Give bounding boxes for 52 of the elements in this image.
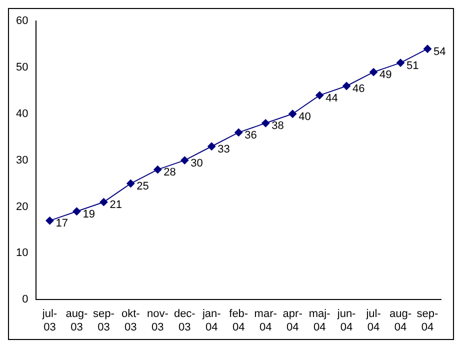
point <box>126 180 135 188</box>
data-label: 51 <box>406 60 419 72</box>
y-tick-label: 50 <box>16 61 28 74</box>
x-tick-label: jul-03 <box>41 308 58 334</box>
data-label: 40 <box>298 110 311 123</box>
point <box>154 166 162 174</box>
point <box>396 58 405 67</box>
data-label: 49 <box>380 69 392 82</box>
x-tick-label: feb-04 <box>229 308 248 334</box>
x-tick-label: jul-04 <box>365 308 382 334</box>
point <box>288 110 297 118</box>
point <box>316 91 324 100</box>
point <box>72 207 81 216</box>
data-label: 28 <box>164 166 176 179</box>
x-tick-label: apr-04 <box>282 308 303 334</box>
y-tick-label: 40 <box>16 108 28 120</box>
x-tick-label: sep-03 <box>92 308 115 334</box>
data-label: 21 <box>110 199 122 212</box>
y-tick-label: 10 <box>16 247 28 260</box>
data-label: 44 <box>326 92 338 104</box>
x-tick-label: sep-04 <box>416 308 439 334</box>
data-label: 38 <box>272 120 284 132</box>
x-tick-label: aug-04 <box>390 308 412 334</box>
y-tick-label: 0 <box>22 294 28 306</box>
x-tick-label: jan-04 <box>201 308 222 334</box>
point <box>100 198 108 206</box>
y-tick-label: 30 <box>16 154 28 166</box>
point <box>424 44 432 53</box>
x-tick-label: mar-04 <box>254 308 278 334</box>
data-label: 36 <box>244 129 257 142</box>
point <box>180 156 189 164</box>
point <box>262 119 270 128</box>
data-label: 30 <box>190 157 203 170</box>
x-tick-label: maj-04 <box>308 308 331 334</box>
data-label: 17 <box>56 218 68 230</box>
point <box>208 142 216 150</box>
point <box>46 216 54 225</box>
y-tick-label: 20 <box>16 200 28 213</box>
x-tick-label: okt-03 <box>122 308 140 334</box>
data-label: 46 <box>352 83 365 96</box>
x-tick-label: aug-03 <box>66 308 88 334</box>
point <box>342 82 351 90</box>
point <box>370 68 378 76</box>
x-tick-label: jun-04 <box>336 308 356 334</box>
x-tick-label: dec-03 <box>174 308 196 334</box>
data-label: 19 <box>82 208 95 220</box>
data-label: 25 <box>136 180 149 193</box>
x-tick-label: nov-03 <box>146 308 169 334</box>
point <box>234 128 243 136</box>
y-tick-label: 60 <box>16 15 28 28</box>
data-label: 54 <box>434 46 446 58</box>
data-label: 33 <box>218 143 230 156</box>
